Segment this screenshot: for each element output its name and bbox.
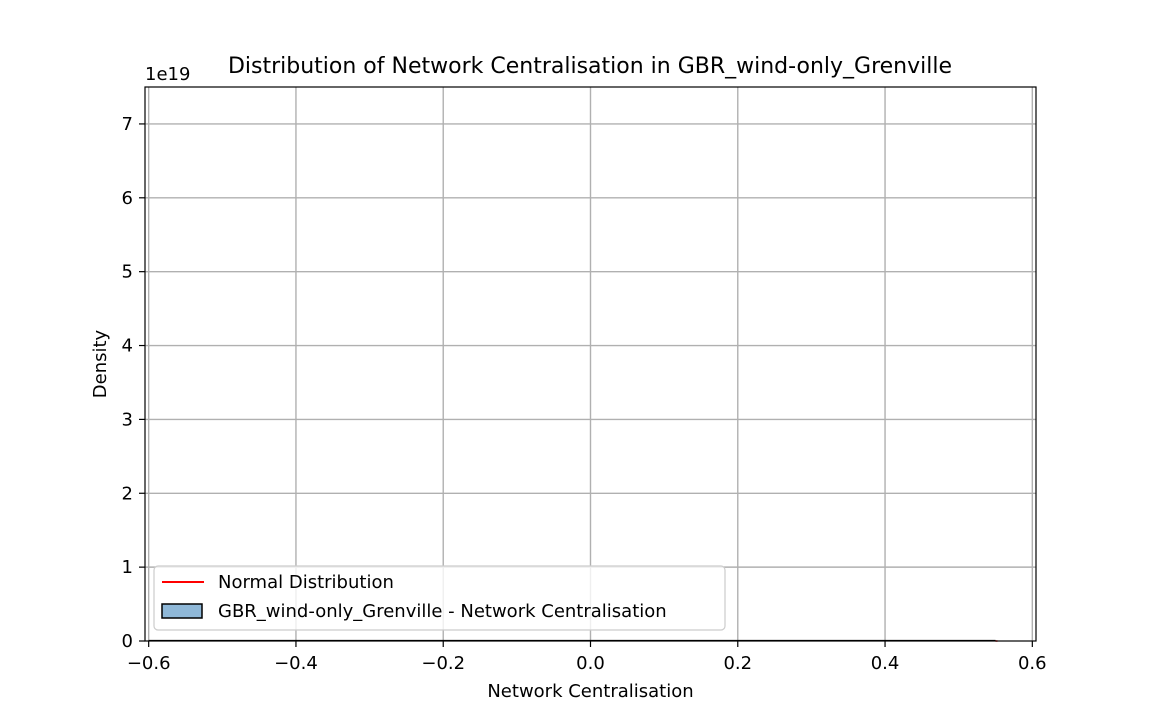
legend-label: GBR_wind-only_Grenville - Network Centra… — [218, 601, 667, 622]
y-tick-label: 4 — [122, 336, 133, 357]
x-tick-label: 0.0 — [576, 653, 605, 674]
chart-title: Distribution of Network Centralisation i… — [228, 54, 952, 79]
legend-box — [153, 565, 726, 631]
x-tick-label: −0.6 — [127, 653, 171, 674]
y-tick-label: 5 — [122, 262, 133, 283]
x-tick-label: 0.2 — [723, 653, 752, 674]
x-tick-label: −0.4 — [274, 653, 318, 674]
x-tick-label: 0.4 — [871, 653, 900, 674]
y-tick-label: 0 — [122, 631, 133, 652]
y-tick-label: 2 — [122, 483, 133, 504]
legend: Normal Distribution GBR_wind-only_Grenvil… — [153, 565, 726, 631]
legend-label: Normal Distribution — [218, 572, 394, 593]
y-axis-label: Density — [90, 329, 111, 398]
x-tick-label: 0.6 — [1018, 653, 1047, 674]
legend-patch-swatch — [161, 603, 203, 619]
y-tick-label: 1 — [122, 557, 133, 578]
y-tick-label: 6 — [122, 188, 133, 209]
y-tick-label: 3 — [122, 409, 133, 430]
y-offset-label: 1e19 — [145, 64, 190, 85]
y-tick-label: 7 — [122, 114, 133, 135]
x-axis-label: Network Centralisation — [487, 681, 693, 702]
tick-layer: −0.6 −0.4 −0.2 0.0 0.2 0.4 0.6 0 1 2 3 4 5 6 7 — [122, 114, 1047, 674]
x-tick-label: −0.2 — [421, 653, 465, 674]
